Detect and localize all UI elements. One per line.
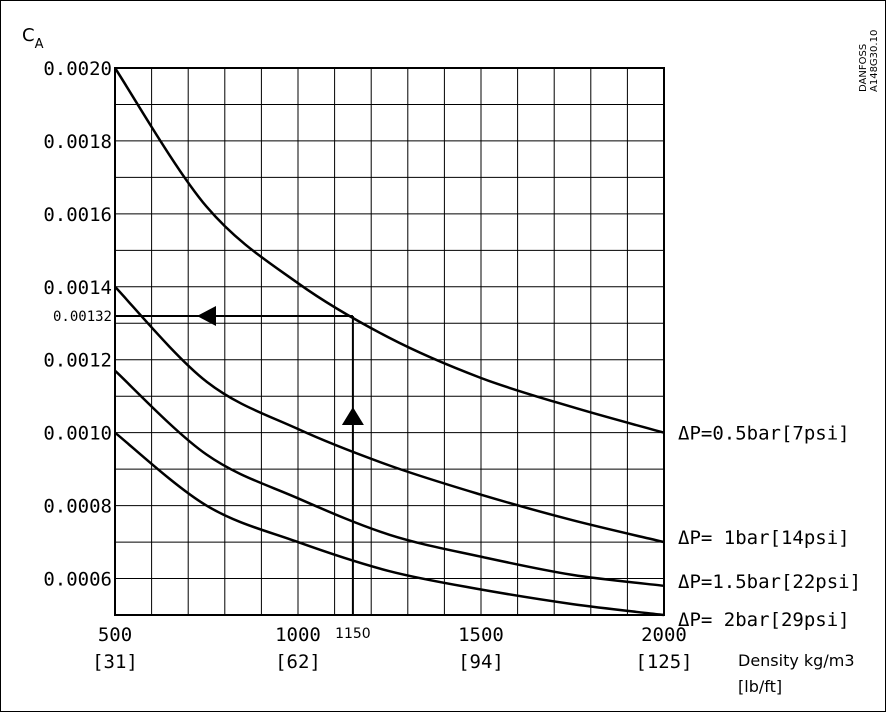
series-label: ΔP=0.5bar[7psi]: [678, 423, 850, 445]
y-tick-label: 0.0016: [43, 204, 112, 226]
y-axis-label: CA: [22, 25, 44, 52]
x-tick-label: 2000: [641, 624, 687, 646]
y-tick-label: 0.0020: [43, 58, 112, 80]
y-tick-label: 0.0012: [43, 350, 112, 372]
series-label: ΔP= 1bar[14psi]: [678, 527, 850, 549]
series-label: ΔP=1.5bar[22psi]: [678, 571, 861, 593]
annotation-x-label: 1150: [335, 626, 371, 642]
y-tick-label: 0.0014: [43, 277, 112, 299]
series-line: [113, 67, 665, 434]
x-tick-imperial-label: [31]: [92, 651, 138, 673]
x-tick-imperial-label: [94]: [458, 651, 504, 673]
curves: ΔP=0.5bar[7psi] ΔP= 1bar[14psi] ΔP=1.5bar[…: [113, 67, 861, 631]
x-axis-label-line2: [lb/ft]: [738, 677, 782, 696]
y-axis-label-sub: A: [35, 37, 44, 52]
y-axis-label-main: C: [22, 25, 35, 46]
annotation-y-label: 0.00132: [53, 309, 112, 325]
series-label: ΔP= 2bar[29psi]: [678, 609, 850, 631]
y-tick-label: 0.0010: [43, 423, 112, 445]
x-axis-label-line1: Density kg/m3: [738, 651, 855, 670]
y-tick-label: 0.0008: [43, 496, 112, 518]
x-tick-imperial-label: [62]: [275, 651, 321, 673]
x-tick-imperial-label: [125]: [635, 651, 692, 673]
arrow-left-icon: [197, 305, 216, 326]
plot-frame: [114, 67, 665, 616]
arrow-up-icon: [341, 407, 364, 425]
y-tick-label: 0.0018: [43, 131, 112, 153]
annotation: 0.00132 1150: [53, 305, 371, 642]
watermark: DANFOSS A148G30.10: [858, 30, 880, 92]
x-tick-label: 1000: [275, 624, 321, 646]
x-tick-label: 1500: [458, 624, 504, 646]
series-line: [114, 431, 665, 617]
labels: CA Density kg/m3 [lb/ft] DANFOSS A148G30…: [22, 25, 880, 696]
series-line: [114, 369, 665, 588]
watermark-line1: DANFOSS: [858, 44, 869, 92]
series-line: [114, 285, 665, 544]
x-tick-label: 500: [98, 624, 132, 646]
watermark-line2: A148G30.10: [869, 30, 880, 92]
grid: [114, 67, 665, 616]
y-tick-label: 0.0006: [43, 569, 112, 591]
